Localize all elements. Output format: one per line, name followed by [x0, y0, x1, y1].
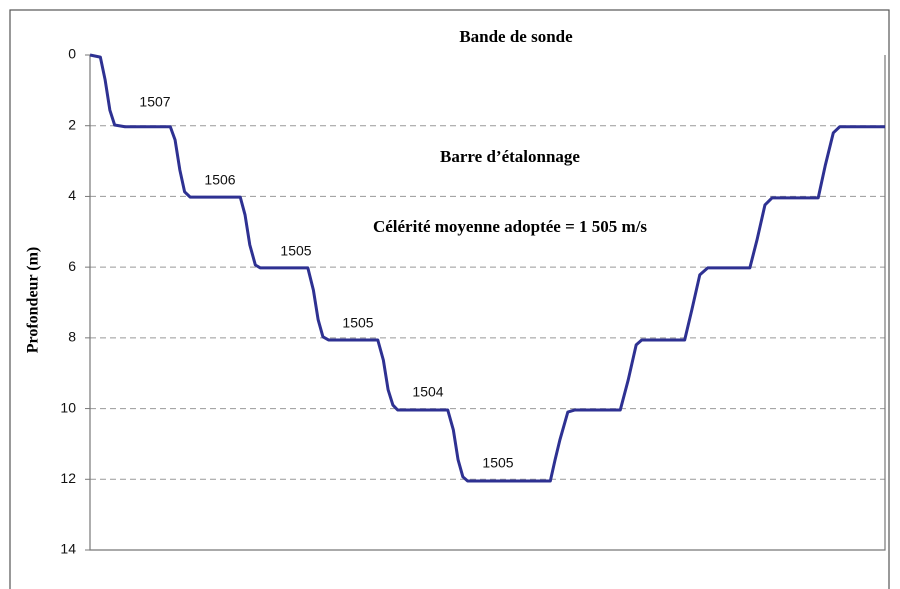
y-tick-label: 6 — [68, 258, 76, 274]
y-axis-label: Profondeur (m) — [25, 247, 42, 354]
y-tick-label: 2 — [68, 116, 76, 132]
step-label: 1506 — [204, 172, 235, 188]
chart-title: Bande de sonde — [459, 27, 573, 46]
step-label: 1507 — [139, 94, 170, 110]
step-label: 1505 — [482, 455, 513, 471]
y-tick-label: 10 — [60, 399, 76, 415]
chart-frame — [9, 9, 890, 589]
data-line — [89, 53, 885, 483]
y-tick-label: 8 — [68, 329, 76, 345]
plot-frame — [89, 55, 886, 551]
y-tick-label: 4 — [68, 187, 76, 203]
annotation: Barre d’étalonnage — [440, 147, 580, 166]
y-tick-label: 0 — [68, 46, 76, 62]
y-tick-label: 12 — [60, 470, 76, 486]
step-label: 1504 — [412, 384, 443, 400]
step-label: 1505 — [280, 243, 311, 259]
annotation: Célérité moyenne adoptée = 1 505 m/s — [373, 217, 647, 236]
step-label: 1505 — [342, 315, 373, 331]
y-tick-label: 14 — [60, 541, 76, 557]
